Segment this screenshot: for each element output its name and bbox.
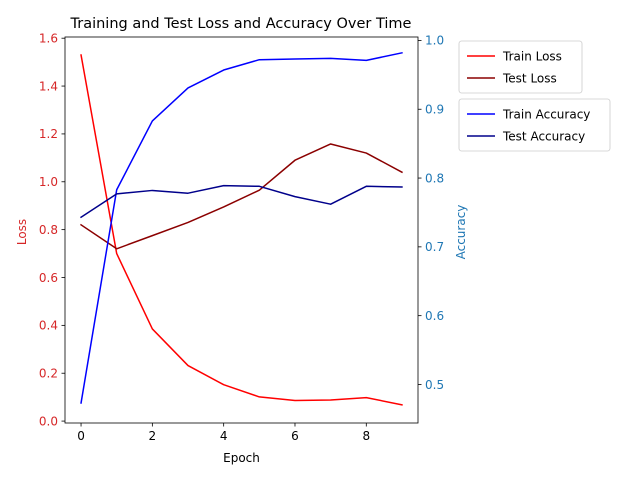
plot-area — [80, 51, 403, 406]
loss-series-line-train-loss — [80, 54, 403, 406]
y-left-tick-label: 0.0 — [39, 414, 58, 428]
y-right-tick-label: 0.6 — [425, 309, 444, 323]
x-tick-label: 8 — [362, 429, 370, 443]
accuracy-legend-box — [458, 98, 611, 152]
loss-legend: Train Loss Test Loss — [458, 40, 583, 94]
chart-title: Training and Test Loss and Accuracy Over… — [70, 16, 412, 32]
legend-label-test-accuracy: Test Accuracy — [502, 129, 585, 143]
y-left-tick-label: 0.4 — [39, 319, 58, 333]
loss-legend-box — [458, 40, 583, 94]
legends: Train Loss Test Loss Train Accuracy Test Ac… — [458, 40, 611, 152]
loss-series-line-test-loss — [80, 143, 403, 250]
y-right-tick-label: 0.7 — [425, 240, 444, 254]
y-left-tick-label: 0.2 — [39, 367, 58, 381]
legend-label-test-loss: Test Loss — [502, 71, 557, 85]
accuracy-legend: Train Accuracy Test Accuracy — [458, 98, 611, 152]
x-axis-label: Epoch — [223, 451, 260, 465]
x-tick-label: 4 — [220, 429, 228, 443]
y-right-tick-label: 0.9 — [425, 103, 444, 117]
y-left-tick-label: 1.0 — [39, 175, 58, 189]
y-left-tick-label: 1.2 — [39, 127, 58, 141]
plot-frame — [64, 36, 419, 424]
y-right-tick-label: 0.8 — [425, 171, 444, 185]
y-right-tick-label: 1.0 — [425, 34, 444, 48]
y-right-tick-label: 0.5 — [425, 378, 444, 392]
x-tick-label: 2 — [149, 429, 157, 443]
accuracy-series-line-train-accuracy — [80, 51, 403, 404]
y-left-tick-label: 0.8 — [39, 223, 58, 237]
x-tick-label: 0 — [77, 429, 85, 443]
x-tick-label: 6 — [291, 429, 299, 443]
accuracy-series-line-test-accuracy — [80, 184, 403, 219]
y-left-tick-label: 0.6 — [39, 271, 58, 285]
axes: 0 2 4 6 8 0.0 0.2 0.4 0.6 0.8 1.0 1.2 1.4 1.6 0.5 0.6 0.… — [39, 31, 444, 443]
y-axis-label-left: Loss — [15, 219, 29, 245]
y-left-tick-label: 1.4 — [39, 79, 58, 93]
y-left-tick-label: 1.6 — [39, 31, 58, 45]
y-axis-label-right: Accuracy — [454, 205, 468, 260]
legend-label-train-loss: Train Loss — [502, 49, 562, 63]
legend-label-train-accuracy: Train Accuracy — [502, 107, 590, 121]
